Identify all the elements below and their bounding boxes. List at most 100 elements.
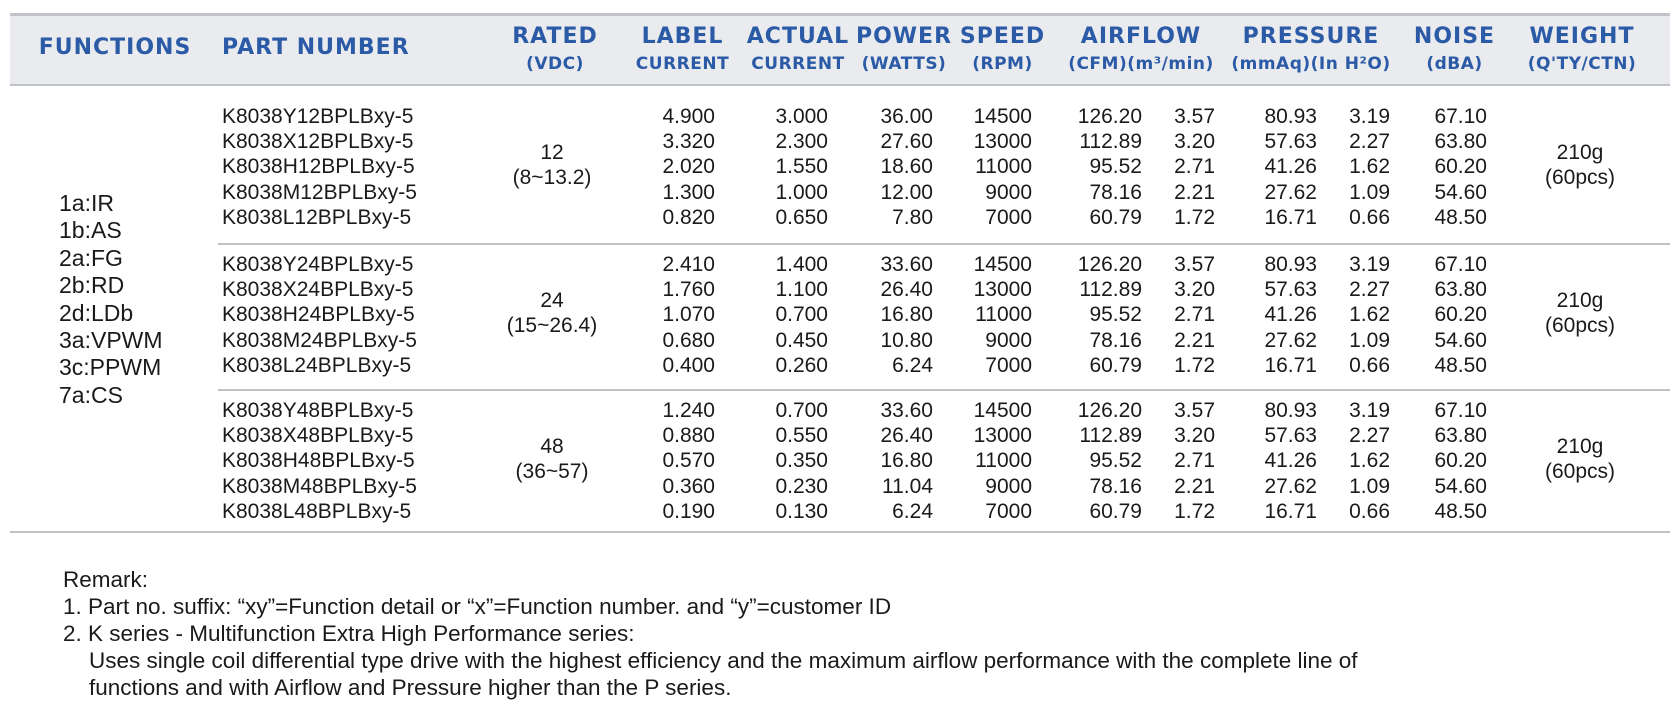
- part-number-cell: K8038X24BPLBxy-5: [222, 278, 414, 302]
- airflow-cfm-cell: 78.16: [1089, 474, 1142, 498]
- noise-cell: 60.20: [1434, 449, 1487, 473]
- pressure-mmaq-cell: 27.62: [1264, 180, 1317, 204]
- pressure-inh2o-cell: 1.09: [1349, 474, 1390, 498]
- pressure-inh2o-cell: 3.19: [1349, 399, 1390, 422]
- label-current-cell: 2.020: [662, 155, 715, 179]
- pressure-mmaq-cell: 80.93: [1264, 105, 1317, 128]
- actual-current-cell: 0.700: [775, 303, 828, 327]
- speed-cell: 11000: [975, 303, 1032, 327]
- rated-voltage-cell: 24: [540, 289, 564, 313]
- pressure-mmaq-cell: 16.71: [1264, 499, 1317, 523]
- airflow-cfm-cell: 60.79: [1089, 353, 1142, 377]
- header-power: POWER (WATTS): [855, 24, 953, 74]
- airflow-m3-cell: 2.71: [1174, 303, 1215, 327]
- speed-cell: 7000: [985, 499, 1032, 523]
- pressure-inh2o-cell: 0.66: [1349, 499, 1390, 523]
- label-current-cell: 0.680: [662, 328, 715, 352]
- pressure-inh2o-cell: 0.66: [1349, 205, 1390, 229]
- actual-current-cell: 0.260: [775, 353, 828, 377]
- speed-cell: 7000: [985, 353, 1032, 377]
- airflow-cfm-cell: 112.89: [1079, 424, 1142, 448]
- header-actual-current: ACTUAL CURRENT: [746, 24, 850, 74]
- table-header: [10, 13, 1670, 86]
- pressure-mmaq-cell: 57.63: [1264, 278, 1317, 302]
- header-weight: WEIGHT (Q'TY/CTN): [1527, 24, 1637, 74]
- power-cell: 33.60: [880, 399, 933, 422]
- power-cell: 26.40: [880, 278, 933, 302]
- pressure-inh2o-cell: 2.27: [1349, 424, 1390, 448]
- actual-current-cell: 1.550: [775, 155, 828, 179]
- airflow-m3-cell: 3.57: [1174, 399, 1215, 422]
- actual-current-cell: 3.000: [775, 105, 828, 128]
- function-item: 1a:IR: [59, 190, 114, 216]
- rated-voltage-cell: (36~57): [515, 460, 589, 484]
- label-current-cell: 3.320: [662, 130, 715, 154]
- remark-line: 1. Part no. suffix: “xy”=Function detail…: [63, 594, 892, 619]
- airflow-cfm-cell: 112.89: [1079, 130, 1142, 154]
- power-cell: 16.80: [880, 303, 933, 327]
- group-divider: [218, 243, 1670, 245]
- label-current-cell: 0.190: [662, 499, 715, 523]
- airflow-cfm-cell: 95.52: [1089, 155, 1142, 179]
- noise-cell: 67.10: [1434, 253, 1487, 276]
- power-cell: 16.80: [880, 449, 933, 473]
- pressure-mmaq-cell: 80.93: [1264, 253, 1317, 276]
- airflow-m3-cell: 2.21: [1174, 328, 1215, 352]
- part-number-cell: K8038H24BPLBxy-5: [222, 303, 415, 327]
- noise-cell: 48.50: [1434, 353, 1487, 377]
- actual-current-cell: 0.230: [775, 474, 828, 498]
- label-current-cell: 1.070: [662, 303, 715, 327]
- power-cell: 10.80: [880, 328, 933, 352]
- weight-cell: 210g: [1556, 435, 1604, 459]
- part-number-cell: K8038H48BPLBxy-5: [222, 449, 415, 473]
- part-number-cell: K8038L12BPLBxy-5: [222, 205, 412, 229]
- pressure-mmaq-cell: 27.62: [1264, 328, 1317, 352]
- part-number-cell: K8038Y48BPLBxy-5: [222, 399, 414, 422]
- part-number-cell: K8038M48BPLBxy-5: [222, 474, 417, 498]
- power-cell: 18.60: [880, 155, 933, 179]
- header-functions: FUNCTIONS: [38, 35, 192, 60]
- noise-cell: 54.60: [1434, 328, 1487, 352]
- airflow-m3-cell: 3.57: [1174, 105, 1215, 128]
- airflow-m3-cell: 1.72: [1174, 499, 1215, 523]
- noise-cell: 67.10: [1434, 105, 1487, 128]
- airflow-m3-cell: 3.20: [1174, 130, 1215, 154]
- remark-line: 2. K series - Multifunction Extra High P…: [63, 621, 635, 646]
- noise-cell: 54.60: [1434, 474, 1487, 498]
- speed-cell: 14500: [973, 253, 1032, 276]
- weight-cell: (60pcs): [1544, 314, 1616, 338]
- function-item: 1b:AS: [59, 217, 122, 244]
- function-item: 7a:CS: [59, 381, 123, 408]
- speed-cell: 13000: [973, 424, 1032, 448]
- pressure-mmaq-cell: 16.71: [1264, 353, 1317, 377]
- weight-cell: (60pcs): [1544, 460, 1616, 484]
- part-number-cell: K8038Y24BPLBxy-5: [222, 253, 414, 276]
- remarks: Remark: 1. Part no. suffix: “xy”=Functio…: [63, 566, 1358, 701]
- power-cell: 27.60: [880, 130, 933, 154]
- header-airflow: AIRFLOW (CFM)(m³/min): [1068, 24, 1214, 74]
- pressure-mmaq-cell: 57.63: [1264, 424, 1317, 448]
- actual-current-cell: 0.650: [775, 205, 828, 229]
- power-cell: 36.00: [880, 105, 933, 128]
- noise-cell: 63.80: [1434, 424, 1487, 448]
- header-pressure: PRESSURE (mmAq)(In H²O): [1231, 24, 1391, 74]
- airflow-m3-cell: 3.20: [1174, 424, 1215, 448]
- airflow-cfm-cell: 78.16: [1089, 180, 1142, 204]
- power-cell: 12.00: [880, 180, 933, 204]
- rated-voltage-cell: 48: [540, 435, 564, 459]
- airflow-m3-cell: 1.72: [1174, 353, 1215, 377]
- airflow-cfm-cell: 126.20: [1077, 105, 1142, 128]
- function-item: 3c:PPWM: [59, 354, 162, 381]
- part-number-cell: K8038L24BPLBxy-5: [222, 353, 412, 377]
- speed-cell: 14500: [973, 399, 1032, 422]
- remark-line: functions and with Airflow and Pressure …: [89, 675, 732, 700]
- pressure-mmaq-cell: 27.62: [1264, 474, 1317, 498]
- power-cell: 26.40: [880, 424, 933, 448]
- function-item: 3a:VPWM: [59, 327, 163, 354]
- actual-current-cell: 2.300: [775, 130, 828, 154]
- part-number-cell: K8038L48BPLBxy-5: [222, 499, 412, 523]
- speed-cell: 9000: [985, 328, 1032, 352]
- airflow-m3-cell: 1.72: [1174, 205, 1215, 229]
- header-rated: RATED (VDC): [512, 24, 598, 74]
- power-cell: 11.04: [882, 474, 933, 498]
